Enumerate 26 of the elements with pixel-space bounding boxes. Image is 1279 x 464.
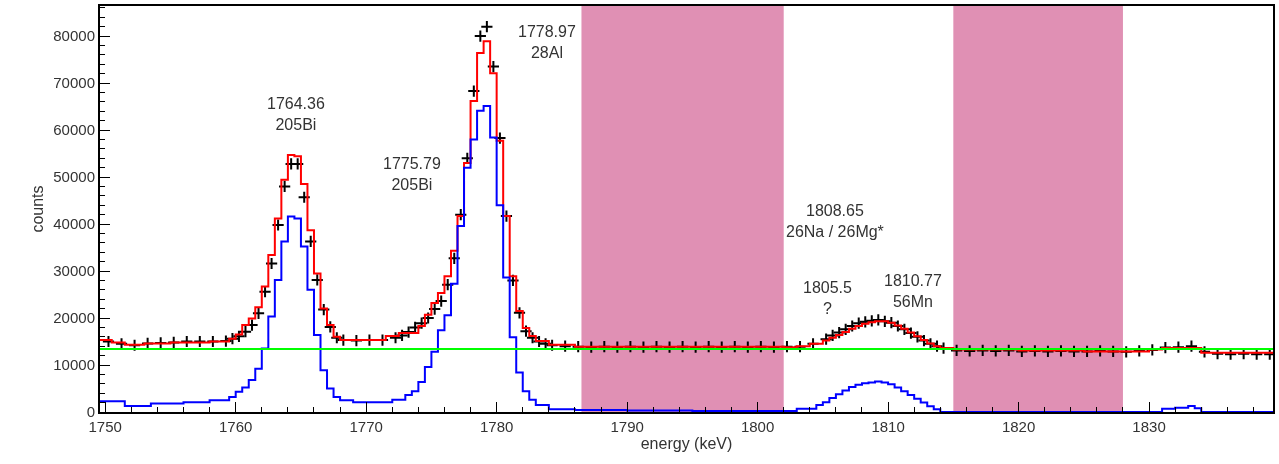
y-tick-label: 80000 <box>53 27 95 45</box>
x-axis-title: energy (keV) <box>640 435 733 453</box>
annotation: 1775.79 205Bi <box>383 155 441 193</box>
x-tick-label: 1830 <box>1132 418 1166 435</box>
y-tick-label: 10000 <box>53 356 95 374</box>
annotation: 1764.36 205Bi <box>267 95 325 133</box>
y-tick-label: 40000 <box>53 215 95 233</box>
y-tick-label: 30000 <box>53 262 95 280</box>
x-tick-label: 1770 <box>349 418 383 435</box>
annotation: 1778.97 28Al <box>518 23 576 61</box>
y-tick-label: 70000 <box>53 74 95 92</box>
annotation: 1808.65 26Na / 26Mg* <box>786 202 884 240</box>
y-tick-label: 0 <box>86 403 95 421</box>
x-tick-label: 1760 <box>219 418 253 435</box>
x-tick-label: 1780 <box>479 418 514 435</box>
annotation: 1805.5 ? <box>803 279 853 317</box>
x-tick-label: 1790 <box>610 418 644 435</box>
y-axis-title: counts <box>28 185 46 233</box>
y-tick-label: 20000 <box>53 309 95 327</box>
y-tick-label: 50000 <box>53 168 95 186</box>
annotation: 1810.77 56Mn <box>884 272 942 310</box>
x-tick-label: 1810 <box>871 418 905 435</box>
x-tick-label: 1750 <box>88 418 122 435</box>
y-tick-label: 60000 <box>53 121 95 139</box>
x-tick-label: 1820 <box>1001 418 1036 435</box>
x-tick-label: 1800 <box>740 418 775 435</box>
